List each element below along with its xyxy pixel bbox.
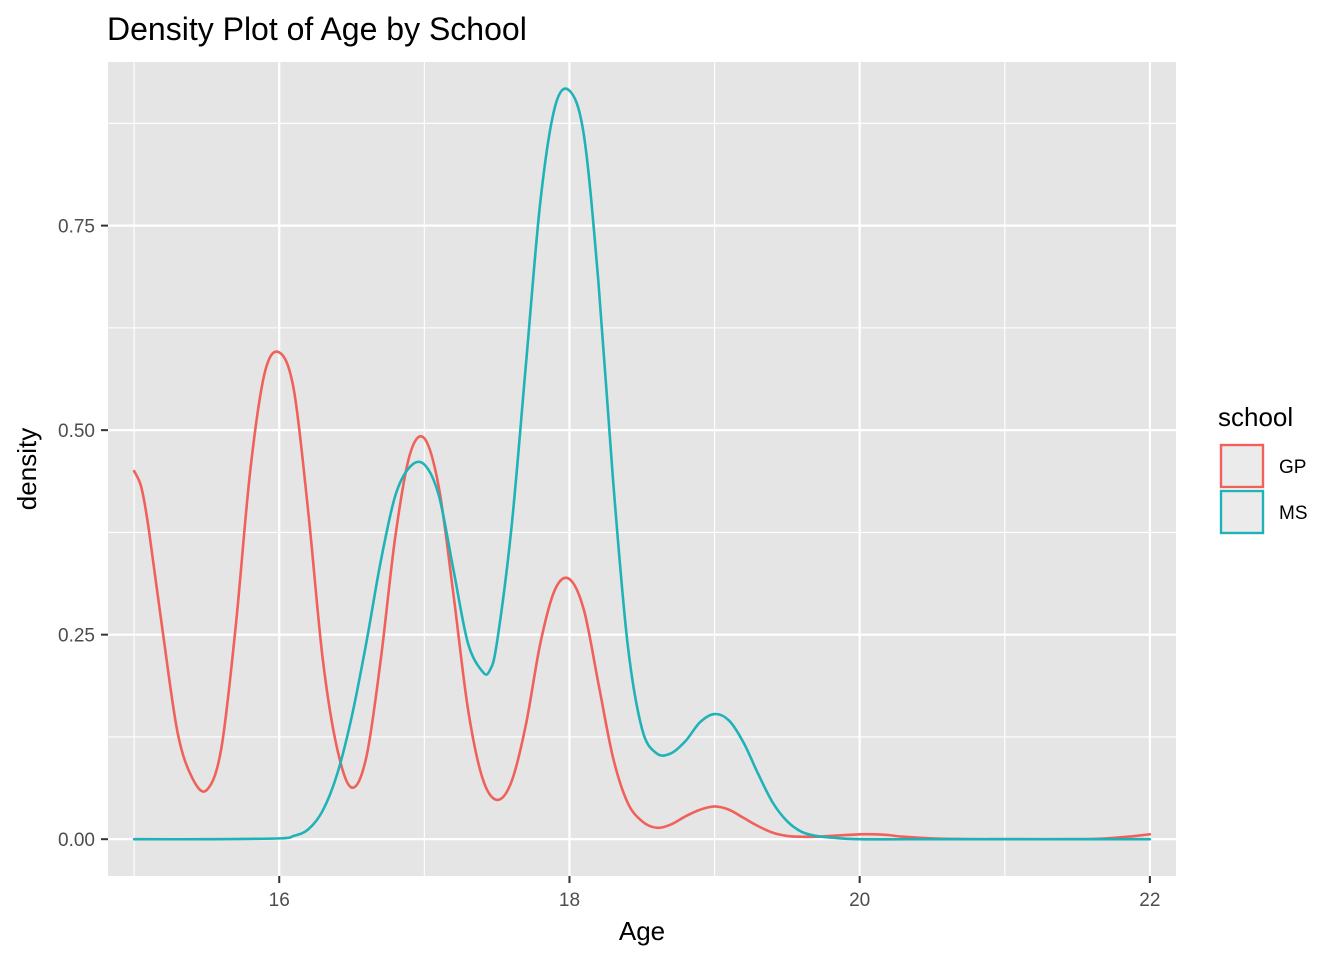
x-axis-title: Age (619, 916, 665, 946)
legend-title: school (1218, 402, 1293, 432)
chart-title: Density Plot of Age by School (107, 11, 527, 47)
series-layer (132, 87, 1152, 841)
x-axis: 16 18 20 22 (269, 876, 1160, 911)
plot-panel (108, 62, 1176, 876)
legend-key-gp (1219, 443, 1265, 489)
x-tick-label: 16 (269, 890, 290, 911)
y-tick-label: 0.50 (58, 421, 95, 442)
legend-key-ms (1219, 489, 1265, 535)
y-axis: 0.00 0.25 0.50 0.75 (58, 217, 108, 851)
minor-gridlines (108, 62, 1176, 876)
density-line-gp (132, 350, 1152, 841)
y-tick-label: 0.75 (58, 217, 95, 238)
legend-label-ms: MS (1279, 503, 1308, 524)
y-tick-label: 0.00 (58, 830, 95, 851)
x-tick-label: 20 (849, 890, 870, 911)
x-tick-label: 18 (559, 890, 580, 911)
density-line-ms (132, 87, 1152, 841)
y-tick-label: 0.25 (58, 626, 95, 647)
legend-label-gp: GP (1279, 457, 1306, 478)
x-tick-label: 22 (1139, 890, 1160, 911)
y-axis-title: density (12, 428, 42, 510)
legend: school GP MS (1218, 402, 1308, 535)
